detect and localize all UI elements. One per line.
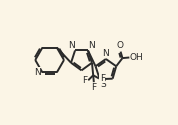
Text: O: O [117,41,124,50]
Text: F: F [91,83,96,92]
Text: OH: OH [130,53,144,62]
Text: F: F [82,76,87,84]
Text: N: N [102,48,109,58]
Text: S: S [100,80,106,89]
Text: N: N [34,68,41,77]
Text: N: N [88,41,95,50]
Text: F: F [100,74,105,83]
Text: N: N [68,41,74,50]
